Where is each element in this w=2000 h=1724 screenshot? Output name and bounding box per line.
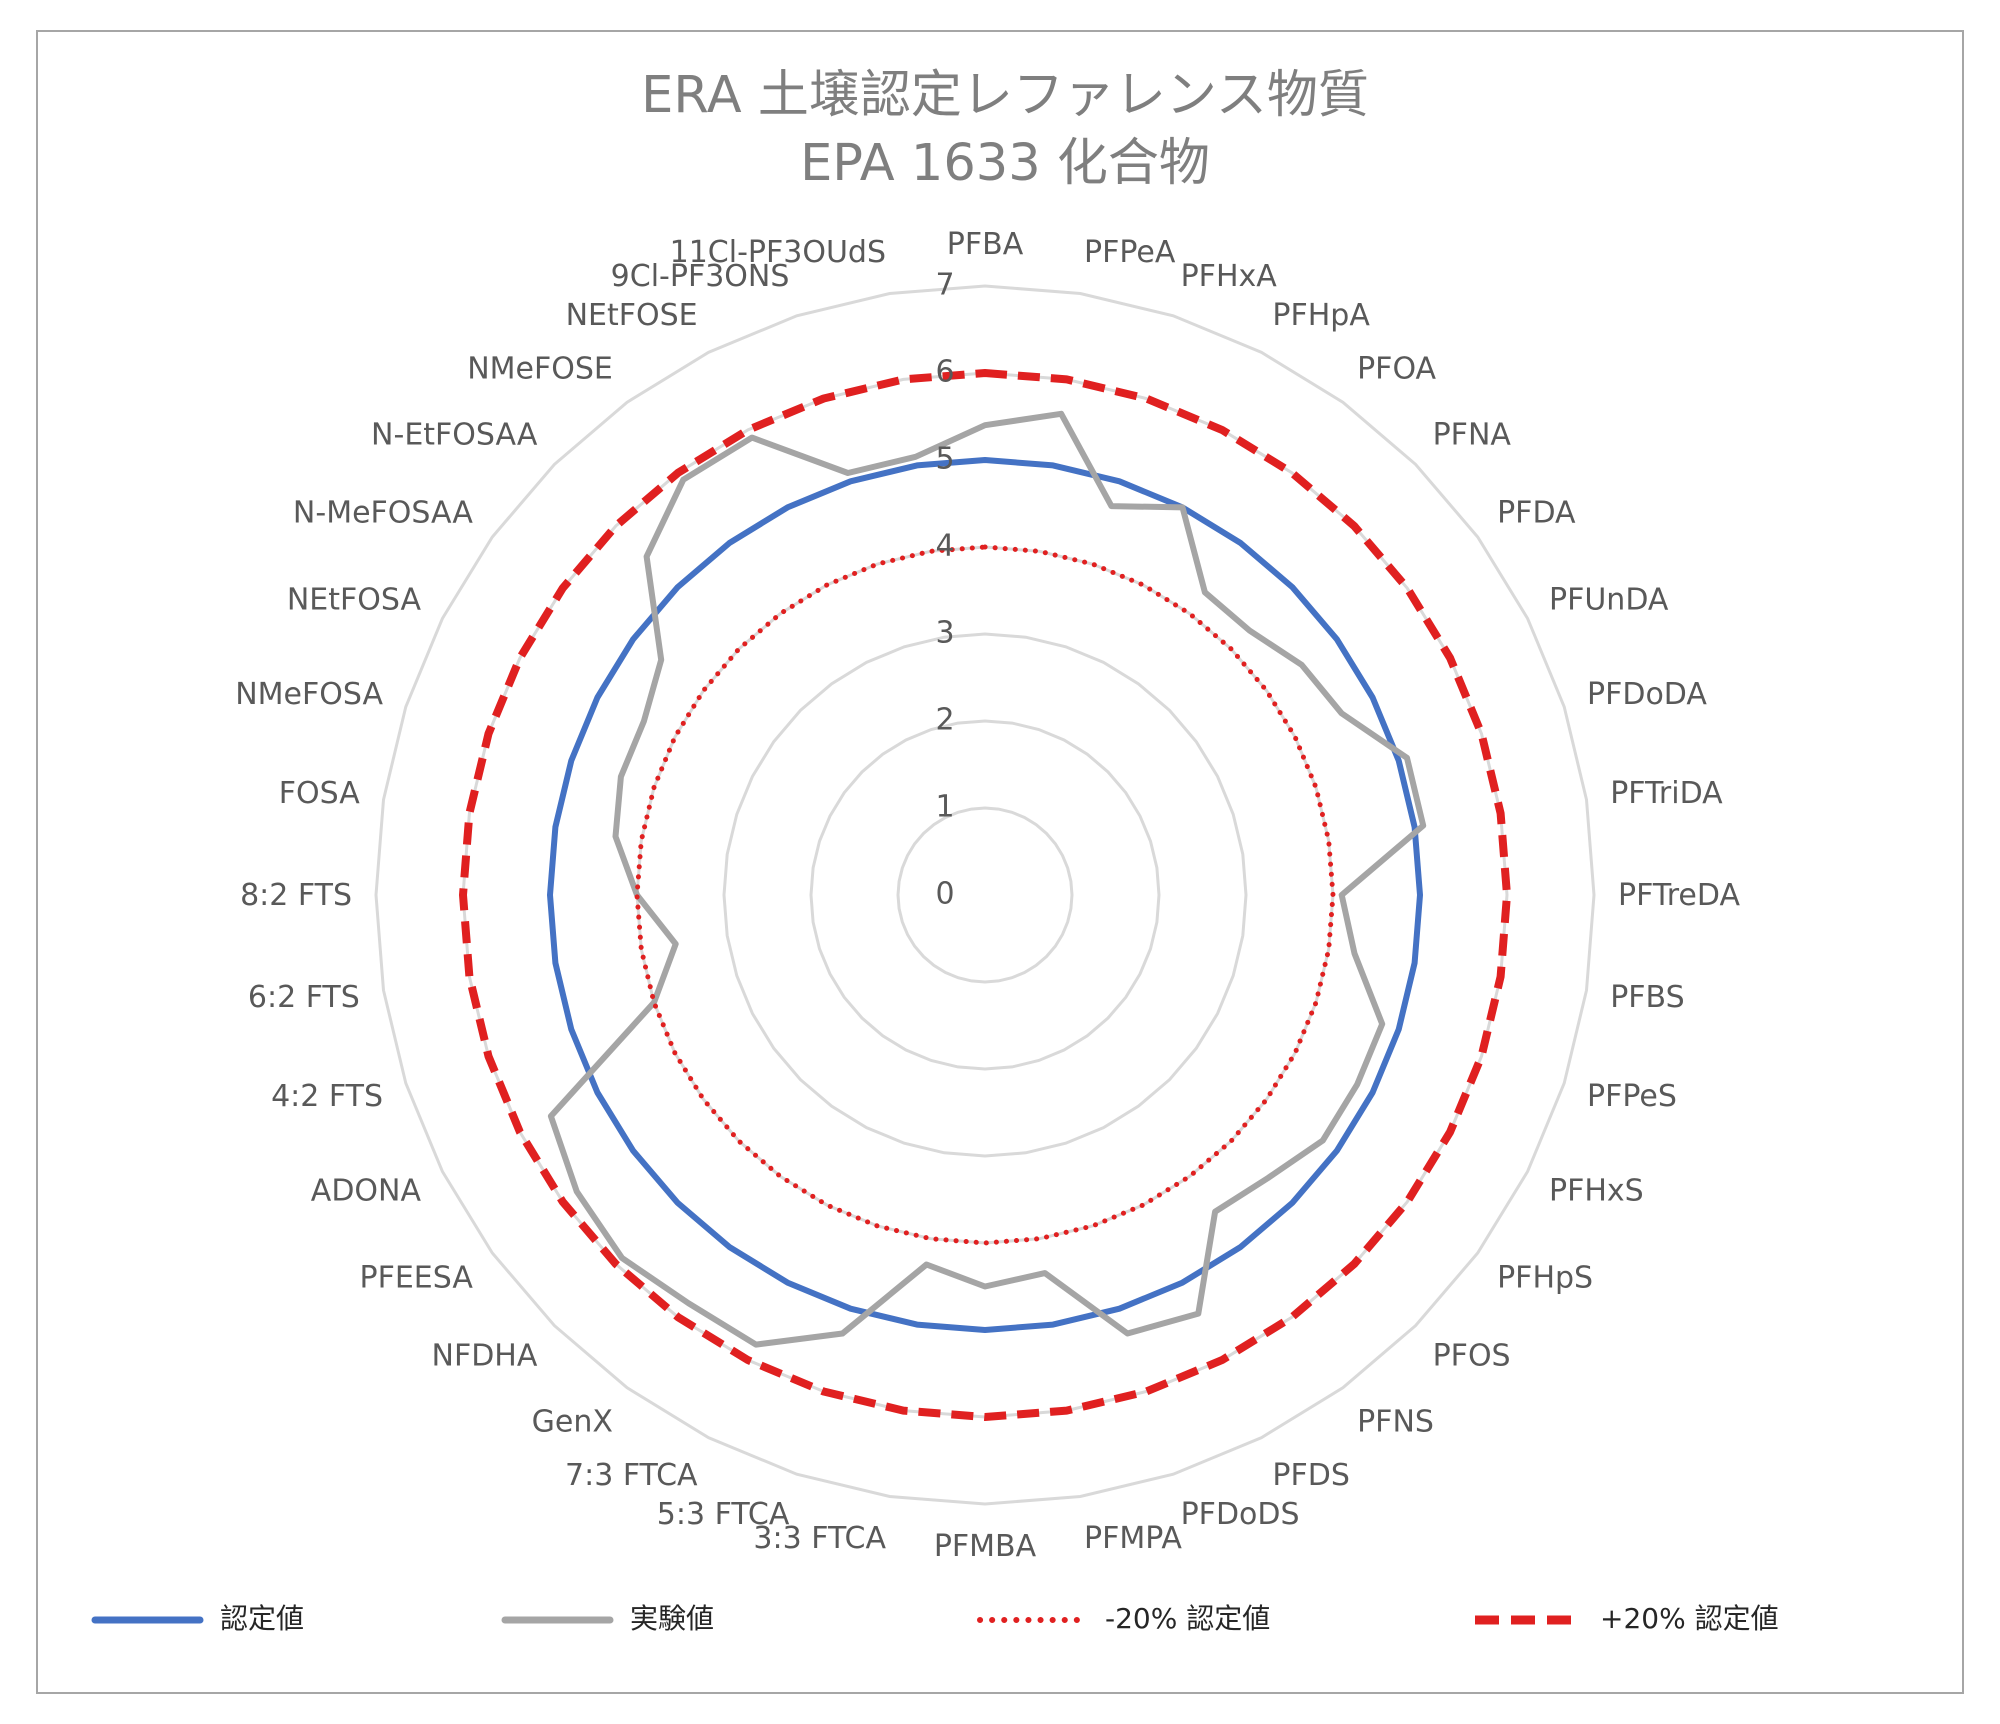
category-label: GenX xyxy=(532,1405,613,1440)
series-line-2 xyxy=(634,544,1336,1246)
category-label: FOSA xyxy=(279,776,360,811)
legend-label-1: 実験値 xyxy=(630,1602,714,1635)
tick-label-3: 3 xyxy=(935,616,954,651)
legend-label-2: -20% 認定値 xyxy=(1105,1602,1270,1635)
category-label: 4:2 FTS xyxy=(271,1079,383,1114)
category-label: NFDHA xyxy=(432,1338,538,1373)
category-label: NMeFOSA xyxy=(235,677,383,712)
category-label: ADONA xyxy=(311,1174,422,1209)
legend-label-3: +20% 認定値 xyxy=(1600,1602,1779,1635)
tick-label-6: 6 xyxy=(935,355,954,390)
grid-ring-1 xyxy=(896,806,1074,984)
category-label: PFDS xyxy=(1272,1458,1350,1493)
radial-axis-ticks: 0 1 2 3 4 5 6 7 xyxy=(935,268,954,912)
tick-label-4: 4 xyxy=(935,529,954,564)
category-label: PFPeS xyxy=(1587,1079,1677,1114)
category-label: PFDA xyxy=(1497,495,1576,530)
category-label: PFNA xyxy=(1433,418,1512,453)
legend-label-0: 認定値 xyxy=(220,1602,304,1635)
category-label: PFMBA xyxy=(934,1529,1037,1564)
category-label: PFOA xyxy=(1357,351,1436,386)
category-label: PFDoDS xyxy=(1181,1497,1300,1532)
grid-ring-6 xyxy=(461,371,1509,1419)
category-label: PFMPA xyxy=(1084,1521,1182,1556)
chart-title-line-1: ERA 土壌認定レファレンス物質 xyxy=(641,66,1369,125)
grid-ring-7 xyxy=(374,284,1596,1506)
tick-label-0: 0 xyxy=(935,877,954,912)
legend: 認定値 実験値 -20% 認定値 +20% 認定値 xyxy=(91,1602,1779,1635)
category-label: PFDoDA xyxy=(1587,677,1707,712)
series-line-1 xyxy=(547,410,1427,1348)
category-label: 8:2 FTS xyxy=(240,878,352,913)
category-label: PFUnDA xyxy=(1549,583,1669,618)
category-label: PFHxS xyxy=(1549,1174,1644,1209)
category-label: PFBA xyxy=(947,227,1024,262)
category-label: PFHxA xyxy=(1181,259,1278,294)
category-label: NEtFOSA xyxy=(287,583,422,618)
tick-label-5: 5 xyxy=(935,442,954,477)
series-layer xyxy=(459,369,1511,1421)
grid-ring-2 xyxy=(809,719,1161,1071)
series-line-3 xyxy=(459,369,1511,1421)
grid-ring-5 xyxy=(548,458,1422,1332)
tick-label-1: 1 xyxy=(935,790,954,825)
category-label: PFHpA xyxy=(1272,298,1370,333)
category-label: 11Cl-PF3OUdS xyxy=(670,235,886,270)
category-label: PFNS xyxy=(1357,1405,1434,1440)
series-line-0 xyxy=(547,457,1423,1333)
tick-label-7: 7 xyxy=(935,268,954,303)
category-label: N-EtFOSAA xyxy=(371,418,538,453)
radar-grid xyxy=(374,284,1596,1506)
category-label: PFPeA xyxy=(1084,235,1176,270)
category-label: PFTreDA xyxy=(1618,878,1740,913)
category-label: 7:3 FTCA xyxy=(565,1458,698,1493)
category-label: PFOS xyxy=(1433,1338,1511,1373)
category-label: NMeFOSE xyxy=(467,351,613,386)
category-label: 6:2 FTS xyxy=(248,980,360,1015)
category-label: 3:3 FTCA xyxy=(753,1521,886,1556)
category-label: N-MeFOSAA xyxy=(293,495,473,530)
category-label: 5:3 FTCA xyxy=(657,1497,790,1532)
grid-ring-4 xyxy=(635,545,1335,1245)
tick-label-2: 2 xyxy=(935,703,954,738)
category-label: NEtFOSE xyxy=(566,298,698,333)
category-label: PFTriDA xyxy=(1610,776,1723,811)
category-label: PFBS xyxy=(1610,980,1684,1015)
category-label: PFEESA xyxy=(360,1261,474,1296)
category-label: 9Cl-PF3ONS xyxy=(611,259,790,294)
chart-title-line-2: EPA 1633 化合物 xyxy=(800,134,1210,193)
grid-ring-3 xyxy=(722,632,1248,1158)
category-label: PFHpS xyxy=(1497,1261,1593,1296)
